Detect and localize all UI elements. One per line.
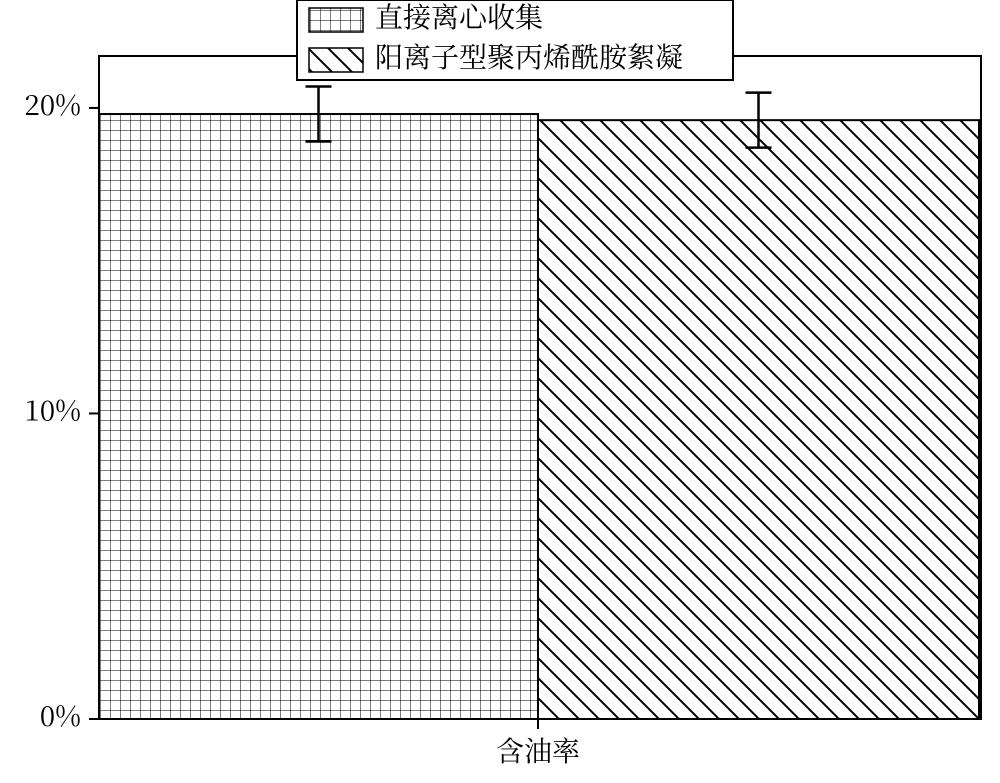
legend-swatch-cationic_flocculation xyxy=(309,48,363,72)
ytick-label: 10% xyxy=(24,390,81,430)
legend: 直接离心收集阳离子型聚丙烯酰胺絮凝 xyxy=(297,0,733,80)
ytick-label: 20% xyxy=(24,84,81,124)
ytick-label: 0% xyxy=(40,695,81,735)
x-axis-label: 含油率 xyxy=(496,730,580,770)
legend-label-cationic_flocculation: 阳离子型聚丙烯酰胺絮凝 xyxy=(375,36,683,76)
bar-chart: 0% 10% 20% 直接离心收集阳离子型聚丙烯酰胺絮凝 含油率 xyxy=(0,0,1000,783)
legend-swatch-direct_centrifuge xyxy=(309,8,363,32)
bar-direct_centrifuge xyxy=(99,114,538,719)
bar-cationic_flocculation xyxy=(538,120,979,719)
legend-label-direct_centrifuge: 直接离心收集 xyxy=(375,0,543,36)
chart-svg: 0% 10% 20% 直接离心收集阳离子型聚丙烯酰胺絮凝 含油率 xyxy=(0,0,1000,783)
